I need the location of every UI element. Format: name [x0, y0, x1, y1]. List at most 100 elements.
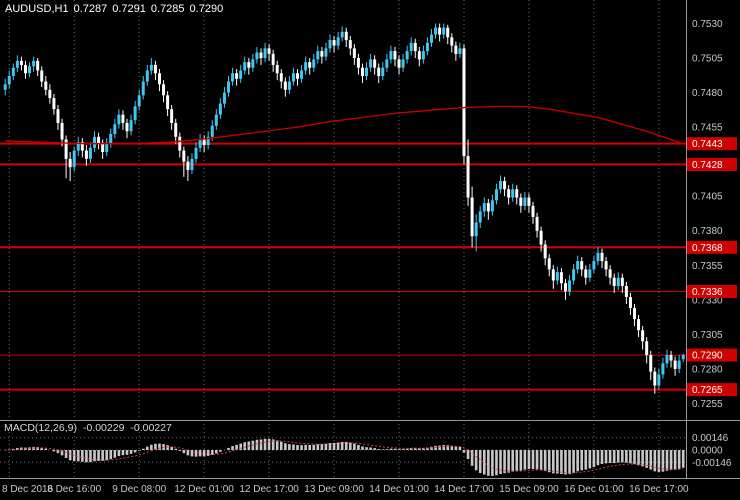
price-tick-label: 0.7530 [692, 19, 723, 30]
bear-candle [36, 60, 40, 71]
indicator-tick-label: 0.0000 [692, 446, 723, 457]
bull-candle [499, 180, 503, 190]
bull-candle [76, 142, 80, 151]
price-tick-label: 0.7305 [692, 330, 723, 341]
bull-candle [109, 134, 113, 144]
bear-candle [267, 48, 271, 54]
bear-candle [157, 73, 161, 85]
price-tick-label: 0.7405 [692, 192, 723, 203]
bear-candle [125, 122, 129, 132]
bear-candle [40, 70, 44, 82]
time-label: 15 Dec 09:00 [499, 484, 559, 495]
indicator-macd-value: -0.00229 [82, 422, 125, 434]
bear-candle [373, 59, 377, 68]
bear-candle [413, 42, 417, 52]
bull-candle [149, 64, 153, 71]
bear-candle [527, 197, 531, 206]
macd-signal-line [5, 440, 684, 474]
price-tick-label: 0.7355 [692, 261, 723, 272]
bull-candle [206, 136, 210, 146]
bear-candle [56, 109, 60, 123]
bear-candle [259, 52, 263, 59]
bull-candle [405, 51, 409, 60]
bear-candle [535, 216, 539, 231]
bear-candle [332, 40, 336, 46]
bull-candle [137, 95, 141, 107]
bear-candle [503, 180, 507, 190]
bull-candle [555, 272, 559, 281]
bull-candle [442, 27, 446, 35]
bear-candle [547, 258, 551, 270]
bull-candle [239, 70, 243, 79]
price-tag-bg [687, 348, 737, 362]
bear-candle [470, 197, 474, 237]
bear-candle [669, 355, 673, 361]
bull-candle [3, 84, 7, 90]
bear-candle [19, 60, 23, 65]
bull-candle [657, 374, 661, 386]
bull-candle [304, 62, 308, 71]
high-value: 0.7291 [112, 3, 146, 15]
bull-candle [72, 150, 76, 168]
bull-candle [113, 124, 117, 135]
bear-candle [543, 244, 547, 259]
time-label: 9 Dec 08:00 [112, 484, 166, 495]
time-label: 16 Dec 17:00 [629, 484, 689, 495]
bull-candle [105, 143, 109, 152]
indicator-tick-label: 0.00146 [692, 433, 729, 444]
bear-candle [348, 40, 352, 49]
bull-candle [88, 147, 92, 159]
bear-candle [202, 139, 206, 146]
price-tick-label: 0.7380 [692, 226, 723, 237]
bull-candle [430, 34, 433, 43]
price-tick-label: 0.7455 [692, 123, 723, 134]
bull-candle [336, 37, 340, 46]
price-level-tag: 0.7443 [692, 139, 723, 150]
grid-lines [8, 0, 660, 478]
bear-candle [84, 150, 88, 159]
time-label: 14 Dec 01:00 [369, 484, 429, 495]
bear-candle [24, 64, 27, 74]
bear-candle [559, 272, 563, 284]
bear-candle [580, 261, 584, 270]
indicator-tick-label: -0.00146 [692, 458, 732, 469]
bear-candle [633, 308, 636, 320]
bull-candle [145, 70, 149, 82]
bear-candle [397, 59, 401, 68]
bear-candle [486, 203, 490, 212]
price-axis[interactable]: 0.7530 0.7505 0.7480 0.7455 0.7405 0.7380 0.73… [692, 19, 732, 469]
price-tag-bg [687, 285, 737, 299]
bear-candle [377, 67, 381, 76]
indicator-signal-value: -0.00227 [130, 422, 172, 434]
bear-candle [153, 64, 157, 74]
bull-candle [291, 73, 295, 82]
bull-candle [588, 269, 592, 278]
bear-candle [97, 136, 101, 144]
bull-candle [523, 197, 527, 206]
bull-candle [661, 363, 665, 375]
bear-candle [637, 319, 641, 331]
bear-candle [531, 205, 535, 217]
price-level-tag: 0.7290 [692, 351, 723, 362]
bull-candle [478, 211, 482, 223]
bull-candle [568, 280, 572, 292]
bear-candle [64, 139, 68, 159]
bull-candle [190, 158, 194, 170]
bull-candle [214, 114, 218, 126]
close-value: 0.7290 [189, 3, 224, 15]
bull-candle [401, 59, 405, 68]
bear-candle [551, 269, 555, 281]
bear-candle [438, 27, 442, 35]
bear-candle [393, 51, 397, 60]
time-label: 16 Dec 01:00 [564, 484, 624, 495]
bear-candle [628, 297, 632, 309]
bear-candle [450, 37, 454, 46]
price-tag-bg [687, 137, 737, 151]
bear-candle [356, 58, 360, 68]
bull-candle [409, 42, 413, 52]
horizontal-level-lines [0, 142, 686, 391]
ohlc-info: AUDUSD,H1 0.7287 0.7291 0.7285 0.7290 [5, 3, 228, 15]
price-level-tag: 0.7265 [692, 385, 723, 396]
